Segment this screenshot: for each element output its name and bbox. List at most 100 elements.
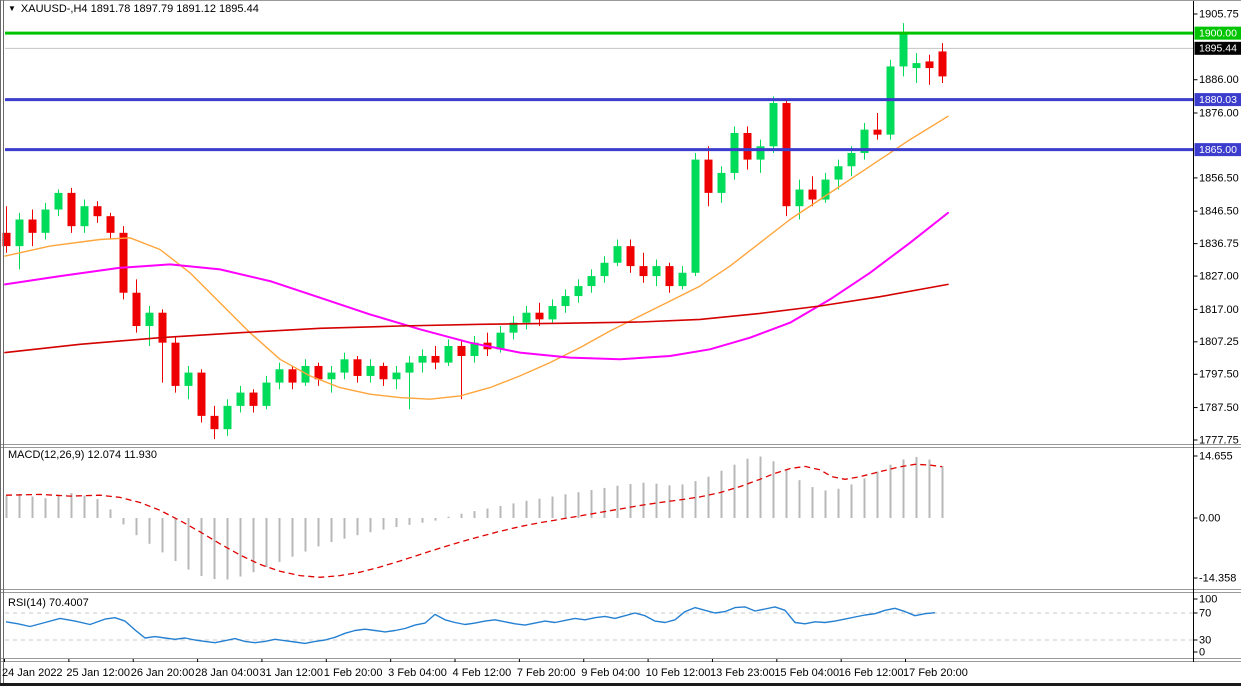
- bear-candle: [28, 219, 37, 233]
- ma-slow-red: [4, 283, 949, 354]
- price-axis-label: 1817.00: [1199, 304, 1239, 316]
- price-axis-label: 1827.00: [1199, 270, 1239, 282]
- bull-candle: [262, 382, 271, 406]
- bull-candle: [730, 132, 739, 173]
- bear-candle: [210, 415, 219, 430]
- bear-candle: [314, 365, 323, 380]
- bull-candle: [418, 355, 427, 363]
- rsi-axis-label: 70: [1199, 607, 1211, 619]
- bull-candle: [548, 306, 557, 320]
- bull-candle: [470, 342, 479, 356]
- bull-candle: [327, 372, 336, 380]
- bull-candle: [496, 332, 505, 350]
- bull-candle: [821, 179, 830, 200]
- support1-price-badge-text: 1880.03: [1199, 94, 1237, 106]
- bear-candle: [938, 51, 947, 77]
- bear-candle: [665, 266, 674, 287]
- bear-candle: [626, 246, 635, 267]
- price-axis-label: 1787.50: [1199, 402, 1239, 414]
- bull-candle: [860, 129, 869, 153]
- time-axis-label: 31 Jan 12:00: [259, 667, 323, 679]
- bull-candle: [392, 372, 401, 380]
- bear-candle: [431, 355, 440, 363]
- rsi-axis-label: 100: [1199, 593, 1217, 605]
- price-axis-label: 1777.75: [1199, 434, 1239, 446]
- bull-candle: [561, 296, 570, 307]
- bear-candle: [249, 392, 258, 406]
- macd-axis-label: 0.00: [1199, 512, 1220, 524]
- bear-candle: [158, 312, 167, 343]
- bear-candle: [132, 292, 141, 327]
- support2-price-badge-text: 1865.00: [1199, 144, 1237, 156]
- time-axis-label: 3 Feb 04:00: [388, 667, 447, 679]
- bear-candle: [782, 103, 791, 207]
- time-axis-label: 10 Feb 12:00: [646, 667, 711, 679]
- time-axis-label: 9 Feb 04:00: [581, 667, 640, 679]
- time-axis-label: 1 Feb 20:00: [324, 667, 383, 679]
- candles-layer: [2, 23, 947, 440]
- bull-candle: [366, 365, 375, 376]
- time-axis-label: 25 Jan 12:00: [66, 667, 130, 679]
- price-axis-label: 1876.00: [1199, 107, 1239, 119]
- bear-candle: [288, 369, 297, 383]
- time-axis-label: 15 Feb 04:00: [774, 667, 839, 679]
- bear-candle: [873, 129, 882, 135]
- rsi-axis-label: 0: [1199, 646, 1205, 658]
- bull-candle: [444, 345, 453, 363]
- bull-candle: [847, 152, 856, 167]
- chart-title-bar: ▼ XAUUSD-,H4 1891.78 1897.79 1891.12 1895…: [8, 3, 259, 15]
- bull-candle: [54, 192, 63, 210]
- bear-candle: [639, 266, 648, 277]
- price-axis-label: 1886.00: [1199, 74, 1239, 86]
- resistance-price-badge-text: 1900.00: [1199, 27, 1237, 39]
- price-axis-label: 1836.75: [1199, 238, 1239, 250]
- bear-candle: [457, 345, 466, 356]
- bear-candle: [353, 359, 362, 376]
- time-axis-label: 4 Feb 12:00: [453, 667, 512, 679]
- bull-candle: [587, 276, 596, 287]
- bull-candle: [522, 312, 531, 323]
- time-axis[interactable]: 24 Jan 2022 25 Jan 12:00 26 Jan 20:00 28 Ja…: [2, 659, 968, 679]
- macd-axis-label: 14.655: [1199, 450, 1233, 462]
- bear-candle: [808, 189, 817, 200]
- time-axis-label: 28 Jan 04:00: [195, 667, 259, 679]
- time-axis-label: 17 Feb 20:00: [903, 667, 968, 679]
- rsi-axis: 100 70 300: [1193, 593, 1217, 658]
- symbol-dropdown-icon[interactable]: ▼: [8, 4, 16, 13]
- macd-histogram: [5, 456, 944, 580]
- bull-candle: [301, 365, 310, 383]
- time-axis-label: 24 Jan 2022: [2, 667, 63, 679]
- bear-candle: [535, 312, 544, 320]
- bull-candle: [678, 272, 687, 287]
- bear-candle: [704, 159, 713, 193]
- time-axis-label: 26 Jan 20:00: [131, 667, 195, 679]
- bear-candle: [2, 232, 11, 247]
- bull-candle: [340, 359, 349, 373]
- bid-price-badge-text: 1895.44: [1199, 43, 1237, 55]
- bull-candle: [275, 369, 284, 383]
- bull-candle: [600, 262, 609, 277]
- bull-candle: [717, 172, 726, 193]
- bear-candle: [93, 206, 102, 217]
- bear-candle: [106, 216, 115, 233]
- bull-candle: [405, 362, 414, 373]
- macd-signal-line: [5, 463, 943, 578]
- bull-candle: [652, 266, 661, 277]
- bull-candle: [145, 312, 154, 327]
- price-axis-label: 1905.75: [1199, 8, 1239, 20]
- bear-candle: [197, 372, 206, 416]
- rsi-line: [5, 606, 936, 645]
- price-axis-label: 1807.25: [1199, 336, 1239, 348]
- time-axis-label: 7 Feb 20:00: [517, 667, 576, 679]
- bull-candle: [236, 392, 245, 406]
- resistance-price-badge: 1900.00: [1194, 26, 1241, 40]
- price-axis-label: 1797.50: [1199, 369, 1239, 381]
- rsi-level-lines: [5, 612, 1193, 641]
- rsi-indicator-label: RSI(14) 70.4007: [8, 597, 89, 609]
- macd-axis: 14.655 0.00 -14.358: [1193, 450, 1236, 584]
- bull-candle: [15, 219, 24, 247]
- bull-candle: [80, 206, 89, 227]
- bull-candle: [834, 166, 843, 180]
- price-axis[interactable]: 1905.75 1886.00 1876.00 1856.50 1846.50 1836.…: [1193, 8, 1241, 446]
